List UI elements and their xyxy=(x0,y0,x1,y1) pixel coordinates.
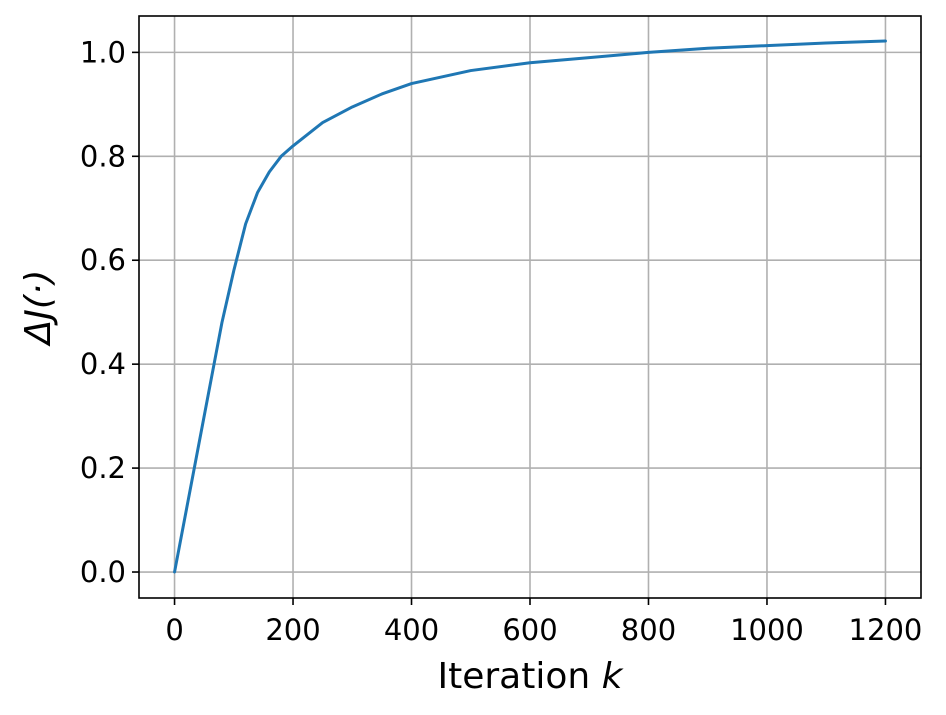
y-tick-label: 0.6 xyxy=(80,243,126,277)
x-tick-label: 400 xyxy=(384,613,439,647)
ticks: 0 200 400 600 800 1000 1200 0.0 0.2 0.4 0.6 0.8 1.0 xyxy=(80,35,922,647)
series-line xyxy=(173,39,887,574)
x-tick-label: 0 xyxy=(165,613,183,647)
x-axis-label-text: Iteration xyxy=(437,656,601,697)
x-axis-label-variable: k xyxy=(602,656,625,697)
x-tick-label: 200 xyxy=(265,613,320,647)
x-tick-label: 1200 xyxy=(849,613,923,647)
y-tick-label: 1.0 xyxy=(80,35,126,69)
y-tick-label: 0.8 xyxy=(80,139,126,173)
x-tick-label: 600 xyxy=(502,613,557,647)
y-axis-label: ΔJ(·) xyxy=(18,270,59,348)
grid xyxy=(139,16,921,598)
series-layer xyxy=(173,39,887,574)
y-axis-label-delta: Δ xyxy=(18,320,59,348)
x-axis-label: Iteration k xyxy=(437,656,624,697)
x-tick-label: 1000 xyxy=(730,613,804,647)
y-axis-label-function: J(·) xyxy=(18,270,59,326)
x-tick-label: 800 xyxy=(621,613,676,647)
y-tick-label: 0.0 xyxy=(80,555,126,589)
y-tick-label: 0.2 xyxy=(80,451,126,485)
y-tick-label: 0.4 xyxy=(80,347,126,381)
